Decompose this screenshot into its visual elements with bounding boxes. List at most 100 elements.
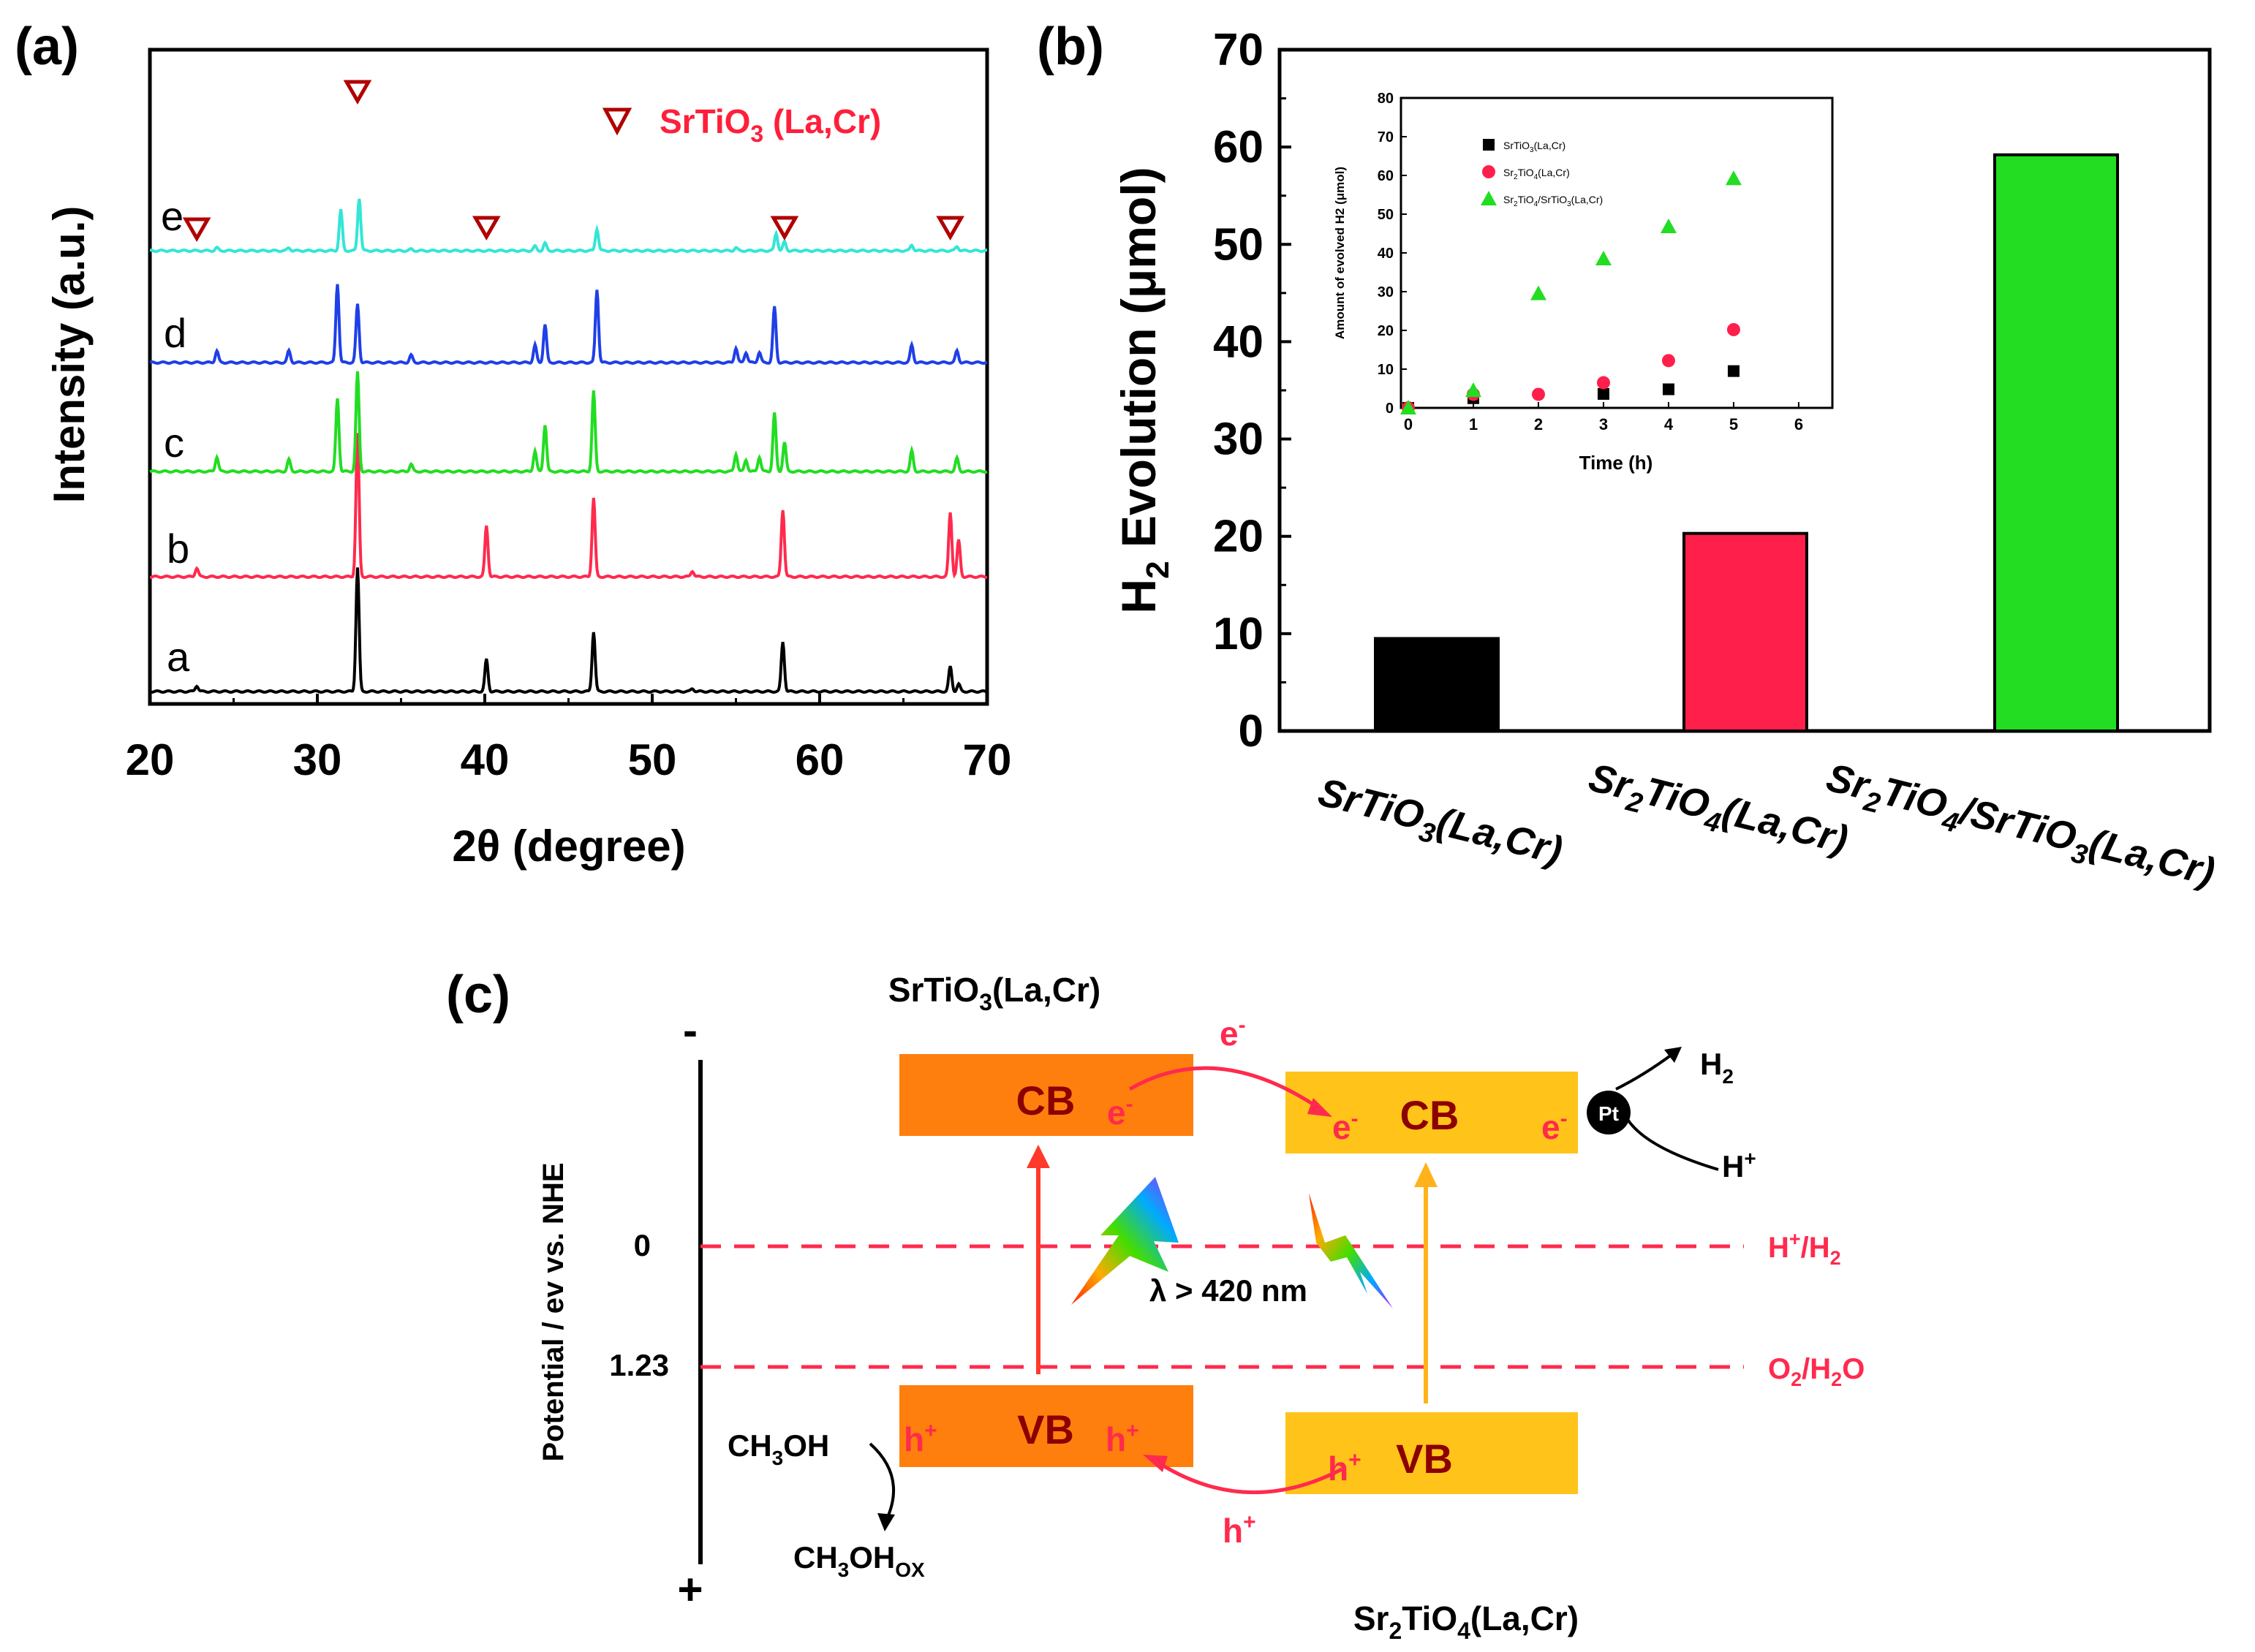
bar-series bbox=[1374, 153, 2119, 732]
panel-label-c: (c) bbox=[446, 966, 510, 1024]
electron-transfer-arrow bbox=[1128, 1066, 1325, 1113]
srtio3-vb-label: VB bbox=[1017, 1406, 1074, 1452]
inset-point-s2 bbox=[1400, 400, 1416, 414]
inset-legend-marker-2 bbox=[1481, 191, 1497, 205]
inset-y-tick-label: 50 bbox=[1378, 207, 1394, 223]
sr2tio4-vb-label: VB bbox=[1396, 1436, 1453, 1482]
level-0-label: 0 bbox=[634, 1228, 651, 1262]
bar-y-tick-label: 50 bbox=[1213, 219, 1264, 270]
bar-2 bbox=[1993, 153, 2119, 732]
inset-point-s0 bbox=[1597, 387, 1609, 400]
h2-product-label: H2 bbox=[1700, 1047, 1734, 1088]
potential-axis-label: Potential / ev vs. NHE bbox=[537, 1162, 570, 1461]
pt-cocatalyst-icon bbox=[1587, 1091, 1631, 1134]
bar-1 bbox=[1682, 531, 1808, 732]
sr2tio4-valence-band bbox=[1285, 1412, 1578, 1494]
bar-y-tick-label: 0 bbox=[1239, 706, 1264, 757]
panel-label-a: (a) bbox=[15, 18, 79, 76]
inset-point-s1 bbox=[1726, 322, 1740, 336]
inset-plot-frame bbox=[1400, 96, 1834, 409]
inset-series bbox=[1400, 170, 1742, 414]
inset-legend-marker-1 bbox=[1482, 165, 1495, 178]
xrd-x-tick-label: 40 bbox=[461, 735, 510, 784]
xrd-traces bbox=[149, 198, 988, 694]
inset-y-tick-label: 60 bbox=[1378, 168, 1394, 184]
material-1-label: SrTiO3(La,Cr) bbox=[888, 971, 1100, 1015]
bar-category-labels: SrTiO3(La,Cr)Sr2TiO4(La,Cr)Sr2TiO4/SrTiO… bbox=[1312, 755, 2219, 902]
bar-y-axis-label: H2 Evolution (μmol) bbox=[1111, 167, 1176, 613]
bar-y-tick-label: 60 bbox=[1213, 122, 1264, 173]
sr2tio4-excitation-arrowhead-icon bbox=[1414, 1162, 1438, 1187]
h2-release-arrow bbox=[1615, 1051, 1676, 1091]
electron-sr2tio4-cb-out: e- bbox=[1541, 1107, 1568, 1146]
inset-x-axis-label: Time (h) bbox=[1579, 452, 1653, 474]
inset-x-tick-label: 3 bbox=[1599, 415, 1608, 433]
inset-legend-label-1: Sr2TiO4(La,Cr) bbox=[1503, 167, 1570, 181]
light-bolt-left-icon bbox=[1071, 1177, 1179, 1305]
axis-minus-sign: - bbox=[683, 1006, 698, 1055]
hole-srtio3-vb-right: h+ bbox=[1106, 1419, 1139, 1458]
hole-transfer-arrowhead-icon bbox=[1143, 1455, 1168, 1472]
h2-release-arrowhead-icon bbox=[1664, 1047, 1682, 1063]
inset-point-s2 bbox=[1530, 285, 1546, 300]
xrd-peak-marker-icon bbox=[343, 80, 372, 105]
inset-x-tick-label: 5 bbox=[1729, 415, 1738, 433]
bar-category-label-2: Sr2TiO4/SrTiO3(La,Cr) bbox=[1820, 755, 2219, 902]
light-bolt-right-icon bbox=[1309, 1193, 1393, 1308]
inset-x-tick-label: 2 bbox=[1534, 415, 1543, 433]
bar-y-tick-label: 20 bbox=[1213, 512, 1264, 562]
srtio3-excitation-arrowhead-icon bbox=[1027, 1145, 1050, 1168]
inset-y-tick-label: 30 bbox=[1378, 284, 1394, 300]
panel-label-b: (b) bbox=[1037, 18, 1104, 76]
hole-transfer-label: h+ bbox=[1223, 1510, 1256, 1550]
oxidized-methanol-label: CH3OHOX bbox=[793, 1540, 925, 1581]
bar-y-tick-label: 30 bbox=[1213, 414, 1264, 465]
xrd-x-axis-label: 2θ (degree) bbox=[452, 822, 685, 871]
bar-category-label-1: Sr2TiO4(La,Cr) bbox=[1582, 755, 1852, 870]
xrd-x-tick-label: 60 bbox=[796, 735, 845, 784]
pt-label: Pt bbox=[1598, 1102, 1619, 1125]
bar-y-tick-label: 70 bbox=[1213, 25, 1264, 75]
hole-sr2tio4-vb: h+ bbox=[1328, 1448, 1361, 1488]
xrd-x-tick-label: 20 bbox=[126, 735, 175, 784]
inset-x-tick-label: 1 bbox=[1469, 415, 1478, 433]
level-123-label: 1.23 bbox=[609, 1348, 669, 1382]
methanol-oxidation-arrowhead-icon bbox=[877, 1513, 895, 1531]
xrd-series-label-b: b bbox=[167, 526, 189, 572]
srtio3-valence-band bbox=[899, 1385, 1193, 1467]
o2-couple-label: O2/H2O bbox=[1768, 1353, 1865, 1390]
xrd-series-label-d: d bbox=[164, 310, 186, 356]
bar-y-tick-label: 10 bbox=[1213, 609, 1264, 659]
methanol-label: CH3OH bbox=[728, 1428, 829, 1469]
xrd-x-tick-label: 50 bbox=[628, 735, 677, 784]
bar-category-label-0: SrTiO3(La,Cr) bbox=[1312, 770, 1566, 880]
inset-y-tick-label: 10 bbox=[1378, 362, 1394, 378]
xrd-peak-marker-icon bbox=[936, 216, 964, 241]
xrd-trace-c bbox=[149, 371, 988, 474]
inset-point-s1 bbox=[1661, 354, 1675, 368]
h-couple-label: H+/H2 bbox=[1768, 1228, 1841, 1269]
xrd-trace-d bbox=[149, 284, 988, 365]
xrd-x-axis: 20 30 40 50 60 70 bbox=[126, 694, 1011, 784]
inset-y-tick-label: 80 bbox=[1378, 91, 1394, 107]
hole-srtio3-vb-left: h+ bbox=[904, 1419, 937, 1458]
inset-y-tick-label: 70 bbox=[1378, 129, 1394, 145]
hole-transfer-arrow bbox=[1150, 1456, 1343, 1495]
axis-plus-sign: + bbox=[677, 1565, 703, 1614]
inset-point-s0 bbox=[1727, 365, 1740, 377]
bar-y-axis: 0 10 20 30 40 50 60 70 bbox=[1213, 25, 1291, 757]
xrd-peak-marker-icon bbox=[182, 217, 211, 243]
srtio3-conduction-band bbox=[899, 1054, 1193, 1136]
electron-srtio3-cb: e- bbox=[1107, 1092, 1133, 1132]
xrd-series-labels: a b c d e bbox=[161, 193, 190, 680]
xrd-trace-b bbox=[149, 433, 988, 580]
sr2tio4-conduction-band bbox=[1285, 1072, 1578, 1153]
inset-y-axis-label: Amount of evolved H2 (μmol) bbox=[1333, 167, 1347, 339]
inset-y-tick-label: 40 bbox=[1378, 246, 1394, 262]
inset-legend-label-2: Sr2TiO4/SrTiO3(La,Cr) bbox=[1503, 194, 1603, 208]
inset-point-s2 bbox=[1660, 218, 1677, 233]
